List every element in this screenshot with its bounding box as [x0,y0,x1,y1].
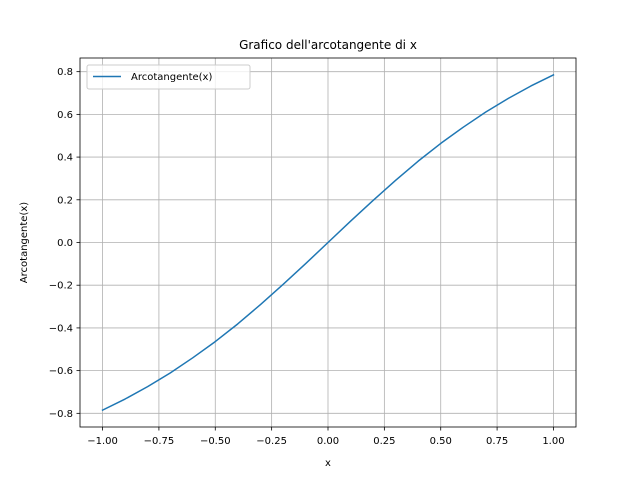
series-line [101,73,555,412]
chart-title: Grafico dell'arcotangente di x [239,38,417,52]
y-tick-label: −0.4 [49,323,73,334]
y-axis-ticks: −0.8 −0.6 −0.4 −0.2 0.0 0.2 0.4 0.6 0.8 [49,67,80,420]
legend: Arcotangente(x) [86,64,251,90]
legend-label: Arcotangente(x) [131,72,212,83]
y-tick-label: 0.4 [57,153,73,164]
x-tick-label: −0.25 [256,436,287,447]
x-tick-label: −0.75 [144,436,175,447]
y-tick-label: −0.6 [49,366,73,377]
y-tick-label: 0.8 [57,67,73,78]
x-tick-label: −1.00 [87,436,118,447]
y-axis-label: Arcotangente(x) [19,202,30,283]
x-axis-ticks: −1.00 −0.75 −0.50 −0.25 0.00 0.25 0.50 0.75 1.00 [87,427,565,447]
x-axis-label: x [325,458,331,469]
x-tick-label: 0.00 [317,436,339,447]
y-tick-label: −0.2 [49,281,73,292]
y-tick-label: 0.6 [57,110,73,121]
x-tick-label: 1.00 [542,436,564,447]
x-tick-label: 0.25 [373,436,395,447]
y-tick-label: 0.0 [57,238,73,249]
x-tick-label: 0.75 [486,436,508,447]
x-tick-label: 0.50 [430,436,452,447]
legend-box [86,64,251,90]
series-layer [101,73,555,412]
y-tick-label: 0.2 [57,195,73,206]
y-tick-label: −0.8 [49,409,73,420]
x-tick-label: −0.50 [200,436,231,447]
